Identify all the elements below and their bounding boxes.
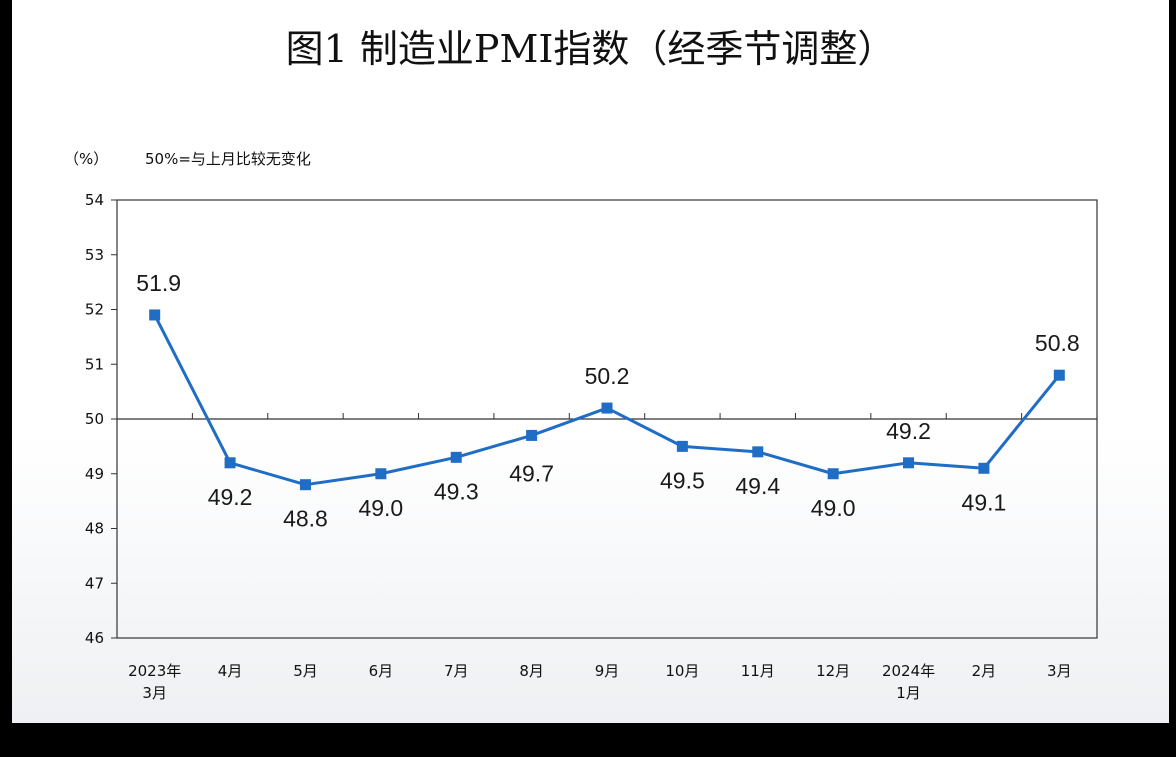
pmi-line-chart: 46 47 48 49 50 51 52 53 54 2023年 3月 4月 5月 6月 7月 8月 9月 10月… — [85, 191, 1098, 702]
y-tick-label: 51 — [85, 355, 104, 373]
x-tick-label: 4月 — [218, 662, 243, 680]
y-tick-label: 53 — [85, 246, 104, 264]
x-tick-label: 1月 — [896, 684, 921, 702]
y-tick-label: 54 — [85, 191, 104, 209]
data-label: 49.3 — [434, 478, 479, 504]
data-label: 51.9 — [136, 270, 181, 296]
chart-title: 图1 制造业PMI指数（经季节调整） — [285, 27, 896, 71]
y-tick-label: 46 — [85, 629, 104, 647]
x-tick-label: 2月 — [972, 662, 997, 680]
x-tick-label: 6月 — [369, 662, 394, 680]
data-point-marker — [299, 479, 311, 491]
data-point-marker — [526, 429, 538, 441]
x-tick-label: 5月 — [293, 662, 318, 680]
data-label: 49.5 — [660, 467, 705, 493]
data-label: 49.2 — [208, 484, 253, 510]
data-label: 49.0 — [811, 495, 856, 521]
data-point-marker — [450, 451, 462, 463]
y-tick-label: 49 — [85, 465, 104, 483]
y-tick-label: 47 — [85, 574, 104, 592]
y-axis-unit: （%） — [64, 150, 109, 168]
x-tick-label: 11月 — [741, 662, 775, 680]
x-tick-label: 2023年 — [128, 662, 181, 680]
reference-note: 50%=与上月比较无变化 — [145, 150, 311, 168]
x-tick-label: 9月 — [595, 662, 620, 680]
data-label: 49.0 — [358, 495, 403, 521]
data-point-marker — [903, 457, 915, 469]
x-tick-label: 3月 — [1047, 662, 1072, 680]
data-label: 50.2 — [585, 363, 630, 389]
data-label: 49.7 — [509, 460, 554, 486]
data-point-marker — [601, 402, 613, 414]
data-point-marker — [375, 468, 387, 480]
data-point-marker — [752, 446, 764, 458]
x-tick-label: 7月 — [444, 662, 469, 680]
y-tick-label: 50 — [85, 410, 104, 428]
data-point-marker — [978, 462, 990, 474]
y-tick-label: 52 — [85, 301, 104, 319]
x-tick-label: 8月 — [519, 662, 544, 680]
pmi-series-line — [153, 314, 1061, 487]
data-label: 49.2 — [886, 418, 931, 444]
data-label: 49.4 — [735, 473, 780, 499]
data-point-marker — [676, 440, 688, 452]
data-label: 49.1 — [962, 489, 1007, 515]
data-point-marker — [1053, 369, 1065, 381]
data-label: 48.8 — [283, 506, 328, 532]
data-point-marker — [149, 309, 161, 321]
x-tick-label: 10月 — [665, 662, 699, 680]
y-tick-label: 48 — [85, 520, 104, 538]
x-tick-label: 12月 — [816, 662, 850, 680]
data-point-marker — [827, 468, 839, 480]
data-point-marker — [224, 457, 236, 469]
x-tick-label: 3月 — [142, 684, 167, 702]
data-label: 50.8 — [1035, 330, 1080, 356]
x-tick-label: 2024年 — [882, 662, 935, 680]
chart-card: 图1 制造业PMI指数（经季节调整） （%） 50%=与上月比较无变化 46 47… — [12, 0, 1169, 723]
